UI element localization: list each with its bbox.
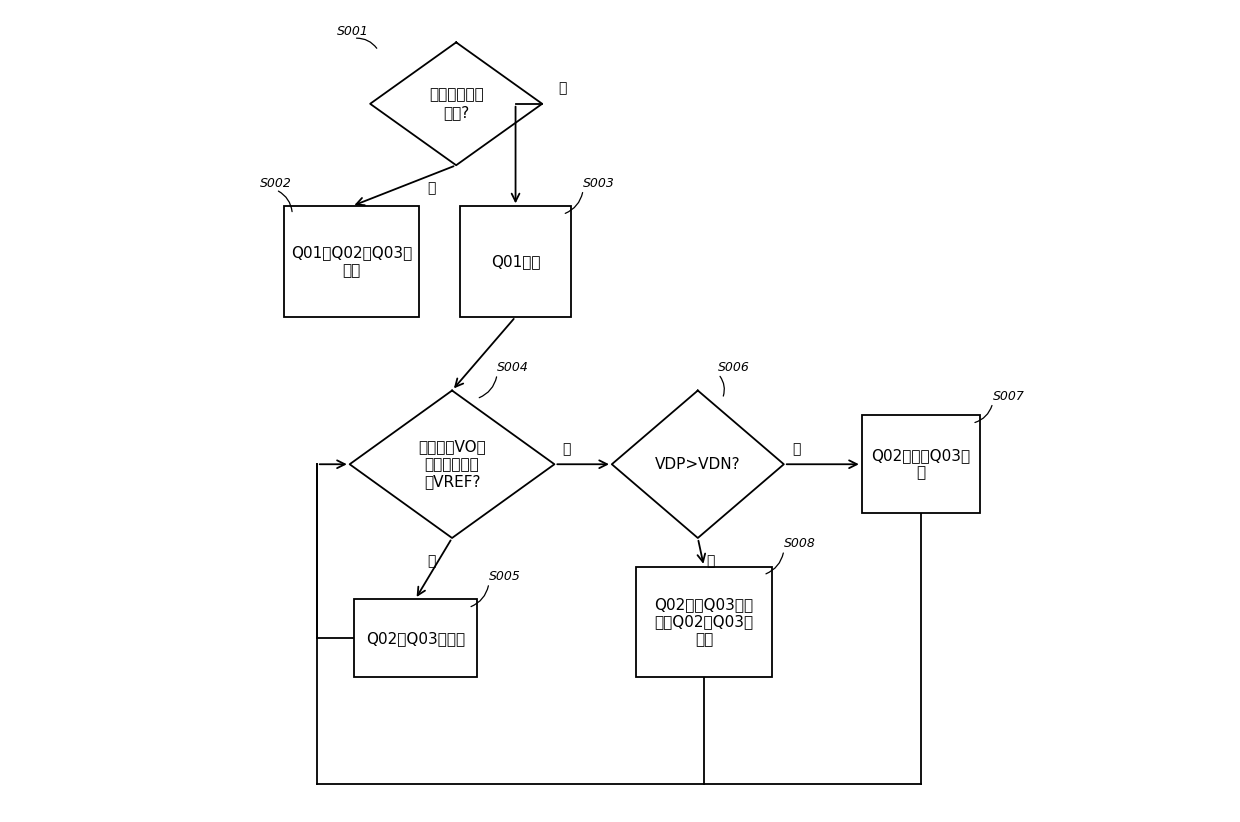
Text: 照明负载是否
导通?: 照明负载是否 导通? bbox=[429, 88, 484, 120]
Text: VDP>VDN?: VDP>VDN? bbox=[655, 457, 740, 472]
Text: Q01、Q02和Q03都
关断: Q01、Q02和Q03都 关断 bbox=[291, 245, 413, 278]
Text: 输出电压VO是
否大于参考电
压VREF?: 输出电压VO是 否大于参考电 压VREF? bbox=[418, 439, 486, 489]
FancyBboxPatch shape bbox=[353, 599, 476, 677]
Text: S007: S007 bbox=[993, 390, 1024, 403]
Text: S003: S003 bbox=[583, 177, 615, 190]
Text: S001: S001 bbox=[337, 25, 370, 39]
Text: 是: 是 bbox=[428, 554, 435, 568]
Text: S005: S005 bbox=[489, 570, 521, 583]
Text: Q02和Q03都导通: Q02和Q03都导通 bbox=[366, 630, 465, 646]
Text: S004: S004 bbox=[497, 361, 529, 374]
Text: 否: 否 bbox=[428, 182, 435, 196]
FancyBboxPatch shape bbox=[636, 566, 771, 677]
FancyBboxPatch shape bbox=[460, 206, 570, 316]
Text: 否: 否 bbox=[706, 554, 714, 568]
Text: 是: 是 bbox=[792, 442, 800, 456]
Text: S002: S002 bbox=[259, 177, 291, 190]
Text: Q02关断Q03导通
或者Q02和Q03都
导通: Q02关断Q03导通 或者Q02和Q03都 导通 bbox=[655, 597, 754, 647]
Text: S008: S008 bbox=[784, 538, 816, 550]
Text: Q01导通: Q01导通 bbox=[491, 254, 541, 269]
FancyBboxPatch shape bbox=[284, 206, 419, 316]
FancyBboxPatch shape bbox=[862, 415, 981, 514]
Text: S006: S006 bbox=[718, 361, 750, 374]
Text: 否: 否 bbox=[563, 442, 572, 456]
Text: 是: 是 bbox=[558, 81, 567, 95]
Text: Q02关断，Q03导
通: Q02关断，Q03导 通 bbox=[872, 448, 971, 480]
